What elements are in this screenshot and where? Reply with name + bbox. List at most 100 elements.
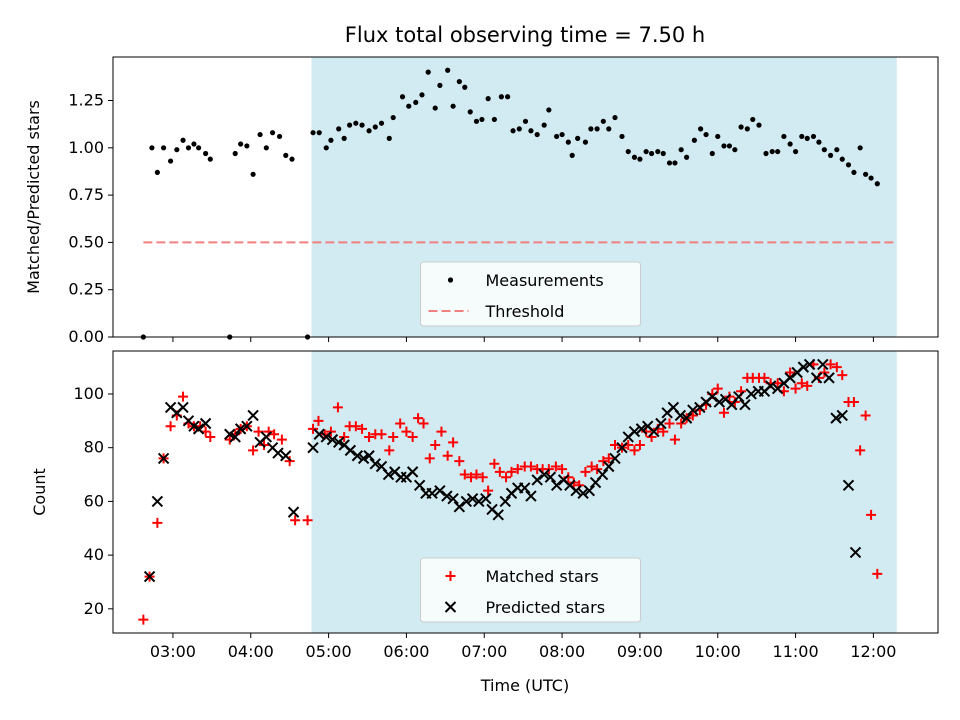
measurement-point: [432, 105, 438, 111]
measurement-point: [804, 135, 810, 141]
matched-star-point: [543, 464, 554, 475]
measurement-point: [816, 139, 822, 145]
matched-star-point: [603, 453, 614, 464]
measurement-point: [672, 160, 678, 166]
measurement-point: [491, 116, 497, 123]
predicted-star-point: [313, 428, 325, 440]
predicted-star-point: [628, 425, 641, 438]
matched-star-point: [138, 614, 149, 625]
predicted-star-point: [157, 452, 170, 465]
matched-star-point: [466, 472, 477, 483]
predicted-star-point: [441, 490, 453, 502]
matched-star-point: [248, 445, 259, 456]
matched-star-point: [866, 509, 877, 520]
matched-star-point: [430, 440, 441, 450]
predicted-star-point: [224, 428, 236, 440]
measurement-point: [413, 99, 419, 106]
measurement-point: [863, 171, 869, 177]
predicted-star-point: [836, 409, 848, 422]
predicted-star-point: [764, 380, 777, 392]
matched-star-point: [790, 383, 801, 394]
x-tick-label: 12:00: [850, 642, 896, 661]
legend-box: [420, 261, 641, 327]
predicted-star-point: [739, 399, 751, 411]
measurement-point: [655, 148, 661, 155]
measurement-point: [691, 137, 697, 143]
predicted-star-point: [810, 372, 823, 384]
predicted-star-point: [363, 450, 375, 462]
y-tick-label: 0.00: [68, 327, 104, 346]
predicted-star-point: [596, 468, 609, 481]
measurement-point: [263, 145, 269, 151]
predicted-star-point: [241, 420, 253, 432]
predicted-star-point: [382, 468, 395, 481]
measurement-point: [154, 169, 160, 176]
x-tick-label: 06:00: [383, 642, 429, 661]
measurement-point: [839, 156, 845, 162]
measurement-point: [810, 133, 817, 140]
matched-star-point: [664, 418, 675, 429]
measurement-point: [160, 145, 167, 151]
legend-label: Measurements: [486, 271, 604, 290]
measurement-point: [316, 130, 322, 136]
measurement-point: [709, 150, 715, 157]
matched-star-point: [802, 380, 813, 391]
predicted-star-point: [609, 452, 621, 465]
measurement-point: [750, 116, 756, 123]
measurement-point: [244, 143, 250, 149]
predicted-star-point: [426, 487, 438, 500]
measurement-point: [792, 148, 799, 155]
measurement-point: [232, 150, 238, 157]
predicted-star-point: [280, 450, 292, 462]
ratio-panel: 0.00 0.25 0.50 0.75 1.00 1.25 Matched/Predicte…: [24, 56, 939, 346]
matched-star-point: [718, 407, 729, 418]
measurement-point: [594, 126, 600, 132]
x-tick-label: 07:00: [461, 642, 507, 661]
measurement-point: [359, 122, 365, 128]
predicted-star-point: [784, 372, 796, 384]
measurement-point: [456, 78, 462, 85]
x-tick-label: 08:00: [539, 642, 585, 661]
matched-star-point: [325, 426, 336, 437]
y-tick-label: 60: [84, 491, 104, 510]
matched-star-point: [424, 453, 435, 464]
matched-star-point: [855, 445, 866, 456]
measurement-point: [289, 156, 295, 162]
predicted-star-point: [823, 372, 835, 384]
matched-star-point: [276, 434, 287, 445]
matched-star-point: [825, 359, 836, 370]
predicted-star-point: [192, 423, 205, 435]
predicted-star-point: [830, 412, 842, 424]
measurement-point: [504, 94, 511, 100]
y-tick-label: 20: [84, 599, 104, 618]
matched-star-point: [269, 429, 280, 440]
measurement-point: [559, 131, 565, 138]
predicted-star-point: [687, 404, 699, 416]
measurement-point: [174, 147, 180, 153]
matched-star-point: [459, 469, 470, 480]
measurement-point: [732, 147, 738, 153]
predicted-star-point: [803, 358, 816, 371]
series-measurements: [140, 67, 880, 340]
measurement-point: [196, 145, 202, 151]
measurement-point: [310, 130, 316, 136]
measurement-point: [715, 133, 721, 140]
axes-frame: [112, 56, 939, 338]
measurement-point: [516, 126, 522, 132]
measurement-point: [678, 147, 684, 153]
measurement-point: [660, 150, 666, 157]
predicted-star-point: [525, 490, 537, 502]
predicted-star-point: [247, 409, 259, 422]
measurement-point: [582, 139, 589, 145]
predicted-star-point: [616, 441, 628, 454]
measurement-point: [827, 152, 834, 158]
predicted-star-point: [229, 431, 241, 443]
matched-star-point: [669, 434, 680, 445]
measurement-point: [167, 158, 174, 164]
matched-star-point: [557, 464, 568, 475]
measurement-point: [554, 133, 560, 140]
matched-star-point: [550, 461, 561, 472]
matched-star-point: [350, 421, 361, 432]
measurement-point: [207, 156, 213, 162]
matched-star-point: [831, 362, 842, 373]
